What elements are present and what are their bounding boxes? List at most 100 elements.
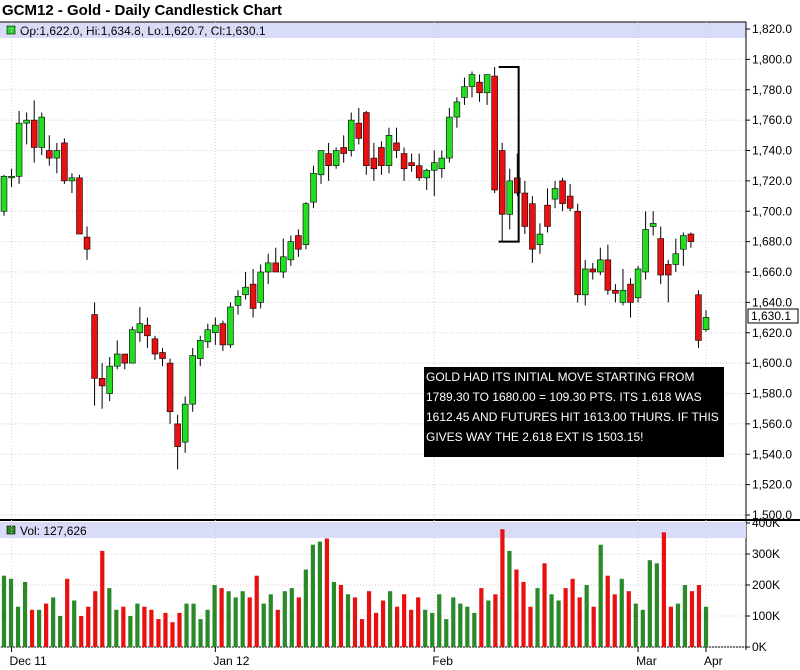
volume-bar [689,591,695,647]
volume-bar [437,594,442,647]
candle-body [491,75,498,191]
volume-bar [409,609,414,647]
volume-bar [191,603,196,647]
candle-body [144,324,151,337]
volume-bar [247,597,252,647]
candle-body [521,192,529,227]
volume-bar [1,575,7,647]
volume-bar [668,606,674,647]
candle-body [264,262,272,273]
candle-body [166,362,174,413]
candle-body [619,289,627,303]
candle-body [53,150,61,159]
ohlc-readout: Op:1,622.0, Hi:1,634.8, Lo:1,620.7, Cl:1… [20,24,266,38]
candle-body [136,323,144,334]
candle-body [687,233,695,242]
y-tick-label: 1,520.0 [752,478,792,492]
volume-bar [584,585,589,647]
volume-bar [345,594,351,647]
candle-body [317,150,325,176]
candle-body [98,378,106,387]
volume-bar [507,550,512,647]
volume-bar [500,529,505,647]
candle-body [181,403,189,443]
candle-body [581,268,589,296]
candle-body [340,147,347,154]
volume-bar [549,594,554,647]
candle-body [91,314,98,379]
volume-bar [324,538,330,647]
volume-bar [451,597,456,647]
candle-body [370,157,378,170]
volume-bar [275,609,280,647]
volume-bar [156,619,161,647]
candle-body [38,116,45,148]
candle-body [68,177,76,182]
y-tick-label: 1,600.0 [752,356,792,370]
candle-body [8,176,15,179]
candle-body [249,283,257,309]
volume-bar [703,606,709,647]
candle-body [280,256,287,273]
candle-body [227,306,234,346]
candle-body [121,353,129,364]
volume-bar [86,606,91,647]
volume-bar [352,597,358,647]
volume-bar [626,591,631,647]
volume-bar [254,575,259,647]
candle-body [151,338,159,355]
volume-bar [591,606,596,647]
candle-body [287,241,295,261]
volume-bar [514,569,519,647]
volume-bar [212,585,217,647]
candle-body [408,162,415,166]
y-tick-label: 1,720.0 [752,174,792,188]
candle-body [129,329,136,364]
volume-bar [359,619,365,647]
annotation-box: GOLD HAD ITS INITIAL MOVE STARTING FROM … [424,367,724,457]
volume-bar [605,575,610,647]
candle-body [431,162,438,171]
volume-bar [142,606,147,647]
candle-body [272,262,279,273]
candle-body [446,116,453,159]
candle-body [589,268,597,273]
volume-bar [114,609,119,647]
candle-body [574,210,581,296]
volume-bar [647,560,652,647]
candle-body [680,235,687,250]
candle-body [113,353,121,367]
volume-bar [93,591,98,647]
candle-body [15,122,23,177]
volume-bar [682,585,688,647]
x-tick-label: Mar [636,654,657,668]
volume-bar [598,544,603,647]
candle-body [627,283,634,303]
volume-bar [15,606,21,647]
volume-bar [310,544,315,647]
volume-bar [528,606,533,647]
candle-body [257,271,264,303]
candle-body [672,253,680,265]
candle-body [498,150,506,215]
candle-body [453,101,461,118]
candle-body [385,135,393,166]
volume-bar [542,563,547,647]
volume-legend-swatch [6,525,16,535]
volume-bar [317,541,323,647]
candle-body [649,223,657,227]
candle-body [506,180,513,215]
volume-bar [654,563,659,647]
volume-bar [233,597,238,647]
volume-bar [205,609,210,647]
volume-bar [170,622,175,647]
y-tick-label: 1,740.0 [752,144,792,158]
candle-body [657,238,664,276]
move-bracket [498,65,520,243]
candle-body [30,119,38,148]
volume-bar [633,603,638,647]
candle-body [400,153,408,170]
candle-body [332,150,340,166]
candle-body [76,177,83,235]
